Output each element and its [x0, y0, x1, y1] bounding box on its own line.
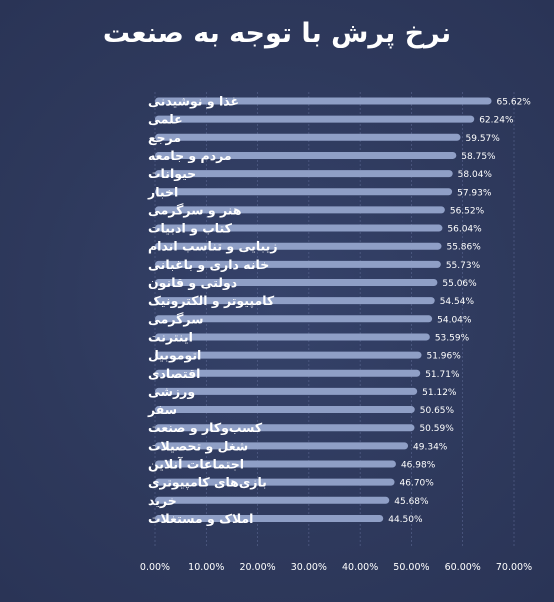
data-label: 58.04%: [458, 170, 493, 180]
category-label: اقتصادی: [148, 366, 200, 381]
bar: [155, 351, 422, 359]
bar: [155, 188, 453, 196]
data-label: 53.59%: [435, 333, 470, 343]
data-label: 59.57%: [466, 134, 501, 144]
category-label: اخبار: [147, 184, 178, 199]
bar: [155, 224, 443, 232]
x-tick-label: 70.00%: [496, 562, 532, 573]
data-label: 46.70%: [400, 479, 435, 489]
category-label: کسب‌وکار و صنعت: [148, 420, 263, 435]
bar: [155, 406, 415, 414]
x-tick-label: 10.00%: [188, 562, 224, 573]
data-label: 57.93%: [457, 188, 492, 198]
bar: [155, 206, 445, 214]
category-label: هنر و سرگرمی: [148, 202, 242, 217]
data-label: 51.12%: [422, 388, 457, 398]
category-label: کامپیوتر و الکترونیک: [148, 293, 275, 308]
bar: [155, 424, 415, 432]
bar: [155, 279, 438, 286]
category-label: خرید: [148, 493, 177, 508]
bar: [155, 333, 430, 341]
bar: [155, 133, 461, 141]
bar: [155, 260, 441, 268]
category-label: شغل و تحصیلات: [148, 438, 248, 453]
chart-title: نرخ پرش با توجه به صنعت: [102, 18, 452, 49]
bar: [155, 97, 492, 105]
bar: [155, 242, 442, 250]
data-label: 55.06%: [442, 279, 477, 289]
bar: [155, 297, 435, 305]
x-tick-label: 40.00%: [342, 562, 378, 573]
category-label: بازی‌های کامپیوتری: [148, 475, 267, 490]
category-label: املاک و مستغلات: [148, 511, 253, 526]
data-label: 65.62%: [497, 98, 532, 108]
data-label: 45.68%: [394, 497, 429, 507]
data-label: 54.04%: [437, 315, 472, 325]
bar: [155, 387, 418, 395]
category-label: اینترنت: [148, 329, 193, 344]
data-label: 56.04%: [447, 225, 482, 235]
data-label: 51.96%: [426, 352, 461, 362]
bar: [155, 315, 433, 323]
bar: [155, 442, 409, 450]
category-label: مرجع: [148, 130, 181, 145]
data-label: 44.50%: [388, 515, 423, 525]
category-label: سرگرمی: [148, 311, 204, 326]
x-tick-label: 30.00%: [291, 562, 327, 573]
category-label: اجتماعات آنلاین: [148, 457, 244, 472]
bar: [155, 369, 421, 377]
category-label: زیبایی و تناسب اندام: [148, 239, 278, 255]
x-tick-label: 50.00%: [393, 562, 429, 573]
category-label: حیوانات: [148, 166, 196, 181]
data-label: 62.24%: [479, 116, 514, 126]
category-label: ورزشی: [148, 384, 195, 399]
bar: [155, 478, 395, 486]
category-label: سفر: [147, 402, 177, 417]
category-label: علمی: [148, 112, 183, 127]
data-label: 50.65%: [420, 406, 455, 416]
x-tick-label: 20.00%: [239, 562, 275, 573]
x-tick-label: 0.00%: [140, 562, 170, 573]
bar: [155, 170, 453, 178]
data-label: 49.34%: [413, 442, 448, 452]
data-label: 50.59%: [419, 424, 454, 434]
category-label: غذا و نوشیدنی: [148, 94, 239, 109]
data-label: 46.98%: [401, 461, 436, 471]
category-label: اتوموبیل: [148, 348, 201, 363]
bar: [155, 496, 390, 504]
bar: [155, 115, 475, 123]
bar: [155, 514, 384, 522]
data-label: 51.71%: [425, 370, 460, 380]
category-label: دولتی و قانون: [148, 275, 237, 290]
bar: [155, 460, 396, 468]
bar: [155, 151, 457, 159]
data-label: 58.75%: [461, 152, 496, 162]
data-label: 55.73%: [446, 261, 481, 271]
category-label: مردم و جامعه: [148, 148, 232, 164]
category-label: کتاب و ادبیات: [148, 221, 233, 236]
data-label: 55.86%: [446, 243, 481, 253]
data-label: 56.52%: [450, 206, 485, 216]
category-label: خانه داری و باغبانی: [148, 257, 269, 272]
x-tick-label: 60.00%: [445, 562, 481, 573]
data-label: 54.54%: [440, 297, 475, 307]
